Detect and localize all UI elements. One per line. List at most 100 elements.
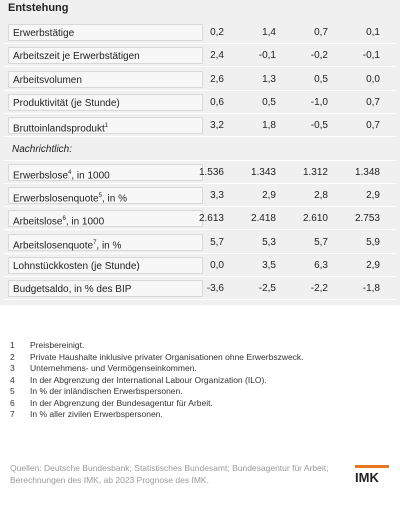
cell-value: 2,9 — [262, 190, 276, 202]
row-label: Lohnstückkosten (je Stunde) — [8, 257, 203, 274]
cell-value: 1.536 — [198, 166, 224, 178]
cell-value: 2,8 — [314, 190, 328, 202]
footnote-ref: 5 — [98, 193, 102, 200]
row-label: Arbeitslosenquote7, in % — [8, 233, 203, 252]
label-text: Budgetsaldo, in % des BIP — [13, 284, 132, 296]
footnote-ref: 1 — [104, 123, 109, 130]
cell-value: 3,3 — [210, 190, 224, 202]
cell-value: 1.343 — [250, 166, 276, 178]
footnote: 4 In der Abgrenzung der International Lab… — [10, 375, 304, 387]
label-suffix: , in % — [96, 240, 122, 252]
footnote-number: 2 — [10, 351, 15, 362]
label-text: Arbeitslosenquote — [13, 240, 94, 252]
row-label: Erwerbslose4, in 1000 — [8, 163, 203, 182]
cell-value: 1.312 — [302, 166, 328, 178]
label-text: Erwerbstätige — [13, 28, 75, 39]
footnote-text: In % aller zivilen Erwerbspersonen. — [30, 409, 163, 419]
label-suffix: , in % — [101, 193, 127, 205]
footnote-ref: 4 — [68, 169, 72, 176]
cell-value: -0,5 — [310, 120, 328, 132]
cell-value: 2.610 — [302, 213, 328, 225]
label-text: Nachrichtlich: — [12, 143, 73, 155]
label-text: Arbeitszeit je Erwerbstätigen — [13, 51, 140, 63]
cell-value: 3,5 — [262, 260, 276, 271]
cell-value: 0,7 — [314, 27, 328, 38]
footnote: 3 Unternehmens- und Vermögenseinkommen. — [10, 363, 304, 375]
table-row: Arbeitslose6, in 1000 2.613 2.418 2.610 2.75… — [4, 208, 396, 231]
table-row: Arbeitsvolumen 2,6 1,3 0,5 0,0 — [4, 69, 396, 91]
table-row: Lohnstückkosten (je Stunde) 0,0 3,5 6,3 2,9 — [4, 255, 396, 277]
table-row: Bruttoinlandsprodukt1 3,2 1,8 -0,5 0,7 — [4, 115, 396, 138]
cell-value: -2,5 — [258, 283, 276, 295]
cell-value: -0,1 — [258, 50, 276, 62]
footnote-number: 5 — [10, 386, 15, 396]
table-row: Erwerbslose4, in 1000 1.536 1.343 1.312 1.34… — [4, 162, 396, 184]
logo: IMK — [355, 465, 389, 485]
cell-value: 0,6 — [210, 96, 224, 108]
label-text: Erwerbslosenquote — [13, 193, 99, 205]
cell-value: 0,5 — [314, 73, 328, 85]
cell-value: 2,9 — [366, 260, 380, 271]
footnote: 7 In % aller zivilen Erwerbspersonen. — [10, 409, 304, 421]
cell-value: 1.348 — [354, 166, 380, 178]
row-label: Arbeitszeit je Erwerbstätigen — [8, 47, 203, 65]
label-text: Arbeitsvolumen — [13, 74, 82, 86]
cell-value: 2,9 — [366, 190, 380, 202]
row-label: Erwerbslosenquote5, in % — [8, 187, 203, 204]
row-label: Nachrichtlich: — [8, 141, 203, 158]
table-row: Produktivität (je Stunde) 0,6 0,5 -1,0 0,7 — [4, 92, 396, 114]
row-label: Bruttoinlandsprodukt1 — [8, 117, 203, 135]
cell-value: 0,1 — [366, 27, 380, 38]
footnote-number: 4 — [10, 374, 15, 385]
footnote: 6 In der Abgrenzung der Bundesagentur für… — [10, 398, 304, 410]
table-row: Budgetsaldo, in % des BIP -3,6 -2,5 -2,2 -1,… — [4, 278, 396, 301]
footnote: 2 Private Haushalte inklusive privater Or… — [10, 352, 304, 364]
footnote-text: In der Abgrenzung der International Labo… — [30, 374, 267, 385]
table-row: Erwerbstätige 0,2 1,4 0,7 0,1 — [4, 22, 396, 44]
footnotes: 1 Preisbereinigt. 2 Private Haushalte inklu… — [10, 340, 304, 421]
cell-value: 1,3 — [262, 73, 276, 85]
table-row: Erwerbslosenquote5, in % 3,3 2,9 2,8 2,9 — [4, 185, 396, 208]
cell-value: 1,8 — [262, 120, 276, 132]
cell-value: -0,1 — [362, 50, 380, 62]
footnote-text: In der Abgrenzung der Bundesagentur für … — [30, 397, 213, 408]
label-text: Produktivität (je Stunde) — [13, 97, 120, 109]
cell-value: 5,7 — [210, 236, 224, 248]
cell-value: 0,7 — [366, 96, 380, 108]
label-text: Erwerbslose — [13, 170, 69, 182]
cell-value: 0,7 — [366, 120, 380, 132]
footnote-ref: 6 — [62, 216, 66, 223]
cell-value: 6,3 — [314, 260, 328, 271]
footnote-text: Private Haushalte inklusive privater Org… — [30, 351, 304, 362]
cell-value: -2,2 — [310, 283, 328, 295]
row-label: Produktivität (je Stunde) — [8, 93, 203, 111]
label-suffix: , in 1000 — [65, 216, 105, 228]
cell-value: 0,2 — [210, 27, 224, 38]
table-row: Arbeitszeit je Erwerbstätigen 2,4 -0,1 -0,2… — [4, 45, 396, 68]
footnote-number: 7 — [10, 409, 15, 419]
table-row: Arbeitslosenquote7, in % 5,7 5,3 5,7 5,9 — [4, 232, 396, 254]
cell-value: 2,4 — [210, 50, 224, 62]
footnote-text: In % der inländischen Erwerbspersonen. — [30, 386, 183, 396]
cell-value: -0,2 — [310, 50, 328, 62]
footnote-number: 3 — [10, 363, 15, 373]
label-text: Arbeitslose — [13, 216, 63, 228]
table-header: Entstehung — [8, 2, 69, 14]
footnote: 5 In % der inländischen Erwerbspersonen. — [10, 386, 304, 398]
cell-value: 5,7 — [314, 236, 328, 248]
label-text: Lohnstückkosten (je Stunde) — [13, 261, 140, 272]
cell-value: -1,0 — [310, 96, 328, 108]
row-label: Arbeitslose6, in 1000 — [8, 210, 203, 228]
footnote: 1 Preisbereinigt. — [10, 340, 304, 352]
cell-value: 0,0 — [366, 73, 380, 85]
row-label: Budgetsaldo, in % des BIP — [8, 280, 203, 298]
cell-value: 5,9 — [366, 236, 380, 248]
footnote-text: Preisbereinigt. — [30, 340, 85, 350]
cell-value: 2.613 — [198, 213, 224, 225]
footnote-ref: 7 — [93, 239, 97, 246]
cell-value: 2.753 — [354, 213, 380, 225]
footnote-text: Unternehmens- und Vermögenseinkommen. — [30, 363, 197, 373]
row-label: Erwerbstätige — [8, 24, 203, 41]
cell-value: 3,2 — [210, 120, 224, 132]
